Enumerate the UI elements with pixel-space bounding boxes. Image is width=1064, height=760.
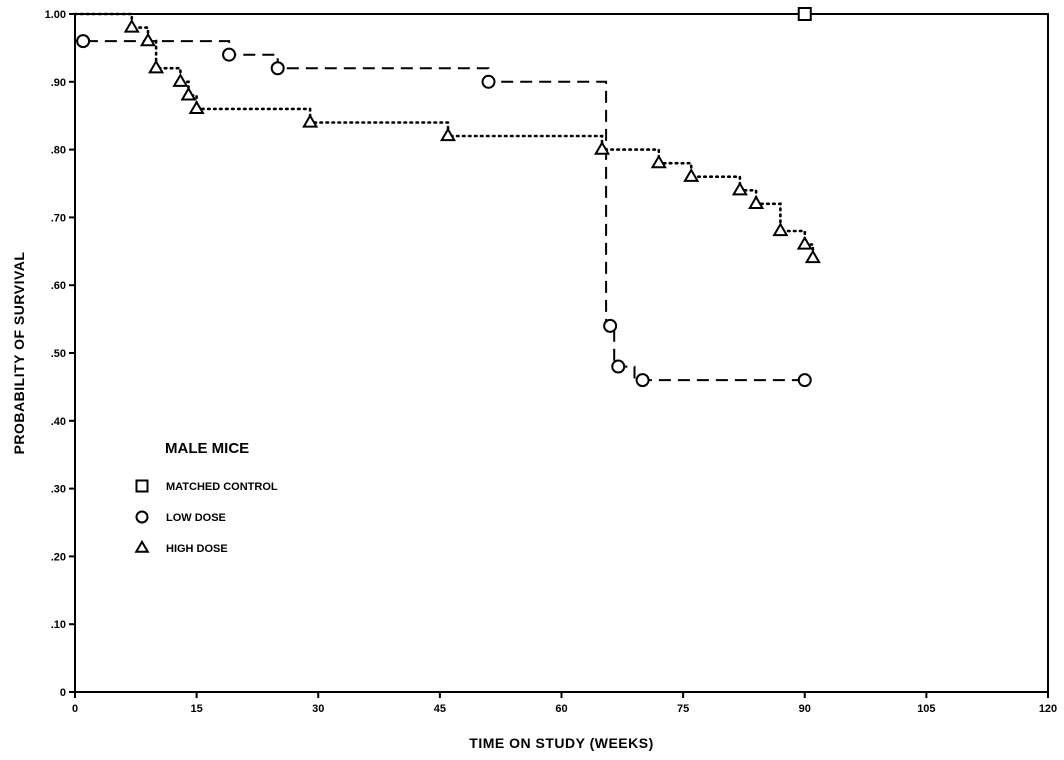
y-tick-label: .80 <box>51 145 66 157</box>
data-point <box>304 116 317 127</box>
data-point <box>774 224 787 235</box>
x-axis-title: TIME ON STUDY (WEEKS) <box>469 735 653 751</box>
legend-item: HIGH DOSE <box>136 542 228 555</box>
data-point <box>77 35 89 47</box>
y-tick-label: .30 <box>51 484 66 496</box>
data-point <box>653 156 666 167</box>
data-point <box>734 184 747 195</box>
legend-item: MATCHED CONTROL <box>137 481 278 494</box>
data-point <box>174 75 187 86</box>
data-point <box>182 89 195 100</box>
data-point <box>750 197 763 208</box>
x-tick-label: 30 <box>312 703 324 715</box>
legend: MALE MICE MATCHED CONTROL LOW DOSE HIGH DO… <box>136 440 278 555</box>
plot-area <box>75 14 1048 692</box>
y-tick-label: .20 <box>51 551 66 563</box>
y-axis-title: PROBABILITY OF SURVIVAL <box>11 252 27 455</box>
series-square <box>75 8 811 20</box>
legend-label: MATCHED CONTROL <box>166 481 278 493</box>
y-tick-label: .90 <box>51 77 66 89</box>
data-point <box>142 34 155 45</box>
x-axis: 0 15 30 45 60 75 90 105 120 <box>72 692 1057 715</box>
x-tick-label: 90 <box>799 703 811 715</box>
y-tick-label: .70 <box>51 212 66 224</box>
y-tick-label: .60 <box>51 280 66 292</box>
data-point <box>807 251 820 262</box>
x-tick-label: 60 <box>555 703 567 715</box>
x-tick-label: 45 <box>434 703 446 715</box>
data-point <box>798 238 811 249</box>
x-tick-label: 75 <box>677 703 689 715</box>
data-point <box>604 320 616 332</box>
y-tick-label: .40 <box>51 416 66 428</box>
y-axis: 0 .10 .20 .30 .40 .50 .60 .70 .80 .90 1.00 <box>45 9 75 699</box>
data-point <box>637 374 649 386</box>
data-point <box>190 102 203 113</box>
y-tick-label: 0 <box>60 687 66 699</box>
data-point <box>223 49 235 61</box>
series-line <box>75 14 805 380</box>
legend-marker <box>137 512 148 523</box>
x-tick-label: 0 <box>72 703 78 715</box>
data-point <box>685 170 698 181</box>
legend-label: LOW DOSE <box>166 512 226 524</box>
series-layer <box>75 8 819 386</box>
legend-label: HIGH DOSE <box>166 543 228 555</box>
data-point <box>799 374 811 386</box>
data-point <box>612 361 624 373</box>
x-tick-label: 120 <box>1039 703 1057 715</box>
legend-marker <box>136 542 148 552</box>
legend-item: LOW DOSE <box>137 512 226 525</box>
x-tick-label: 105 <box>917 703 935 715</box>
plot-frame <box>75 14 1048 692</box>
data-point <box>483 76 495 88</box>
y-tick-label: .50 <box>51 348 66 360</box>
y-tick-label: .10 <box>51 619 66 631</box>
data-point <box>799 8 811 20</box>
y-tick-label: 1.00 <box>45 9 66 21</box>
series-circle <box>75 14 811 386</box>
data-point <box>125 21 138 32</box>
data-point <box>272 62 284 74</box>
legend-title: MALE MICE <box>165 440 249 457</box>
legend-marker <box>137 481 148 492</box>
x-tick-label: 15 <box>191 703 203 715</box>
series-triangle <box>75 14 819 262</box>
